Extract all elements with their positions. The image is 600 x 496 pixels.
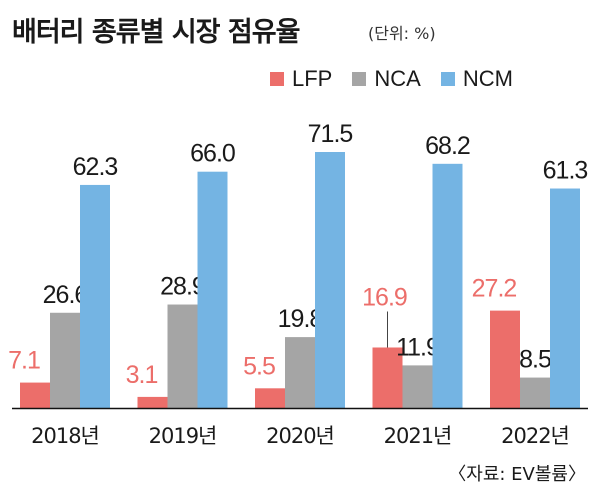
value-label-lfp-5: 27.2 [472, 275, 517, 303]
legend-swatch-lfp [270, 72, 284, 86]
bar-lfp-4 [372, 347, 403, 408]
bar-lfp-2 [137, 396, 168, 408]
x-tick-label-5: 2022년 [501, 424, 569, 448]
value-label-ncm-1: 62.3 [73, 153, 118, 181]
bar-lfp-5 [490, 310, 520, 408]
bar-nca-5 [520, 377, 550, 408]
x-tick-label-1: 2018년 [31, 424, 99, 448]
legend-swatch-nca [352, 72, 367, 86]
value-label-lfp-1: 7.1 [8, 347, 40, 375]
bar-ncm-1 [80, 184, 110, 408]
value-label-lfp-3: 5.5 [243, 352, 275, 380]
legend-label-nca: NCA [374, 66, 421, 91]
bar-lfp-1 [20, 382, 50, 408]
chart-title: 배터리 종류별 시장 점유율 [12, 17, 300, 48]
value-label-nca-5: 8.5 [519, 346, 551, 374]
value-label-lfp-4: 16.9 [362, 283, 407, 311]
unit-label: (단위: %) [368, 24, 436, 43]
bar-nca-1 [50, 312, 80, 408]
legend-label-lfp: LFP [292, 66, 333, 91]
x-tick-label-4: 2021년 [384, 424, 452, 448]
value-label-ncm-2: 66.0 [190, 140, 235, 168]
value-label-ncm-4: 68.2 [425, 132, 470, 160]
legend-label-ncm: NCM [462, 66, 513, 91]
legend: LFP NCA NCM [270, 66, 533, 92]
bar-nca-3 [285, 337, 315, 408]
legend-swatch-ncm [440, 72, 455, 86]
x-tick-label-2: 2019년 [149, 424, 217, 448]
bar-ncm-5 [550, 188, 580, 408]
bar-ncm-4 [432, 163, 463, 408]
source-note: 〈자료: EV볼륨〉 [448, 464, 586, 485]
bar-nca-2 [167, 304, 198, 408]
value-label-lfp-2: 3.1 [126, 361, 158, 389]
bar-ncm-2 [197, 171, 228, 408]
value-label-ncm-3: 71.5 [308, 120, 353, 148]
value-label-ncm-5: 61.3 [543, 157, 588, 185]
legend-item-nca: NCA [352, 66, 421, 92]
bar-nca-4 [402, 365, 433, 408]
bar-lfp-3 [255, 388, 285, 408]
x-tick-label-3: 2020년 [266, 424, 334, 448]
bar-ncm-3 [315, 152, 345, 408]
legend-item-ncm: NCM [440, 66, 513, 92]
legend-item-lfp: LFP [270, 66, 332, 92]
